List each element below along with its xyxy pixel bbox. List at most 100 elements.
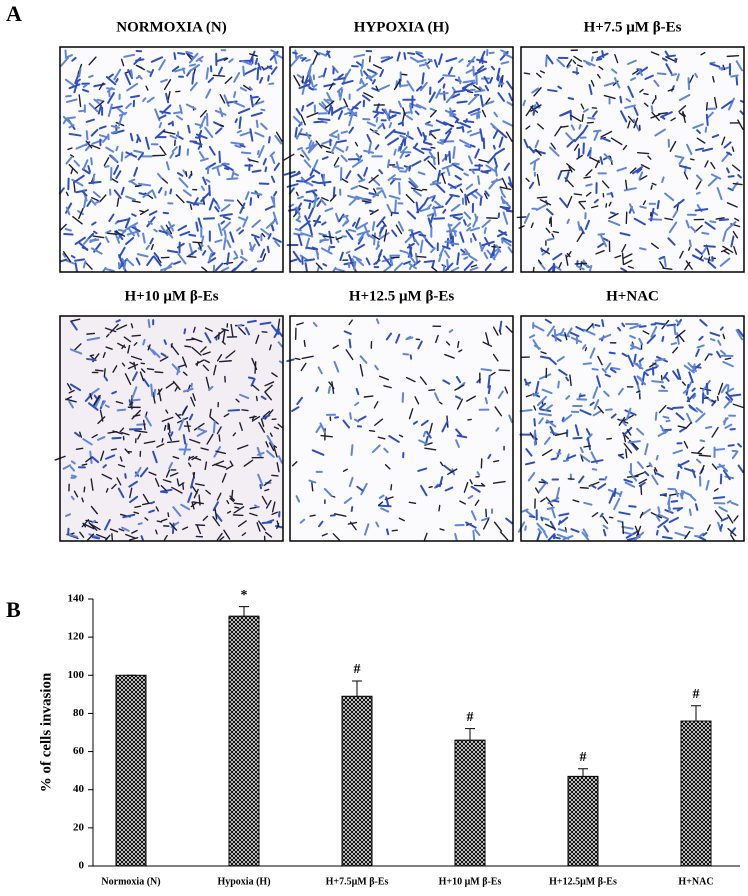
cell xyxy=(137,138,138,142)
cell xyxy=(370,431,375,432)
cell xyxy=(174,53,175,59)
cell xyxy=(610,353,615,354)
cell xyxy=(161,492,167,493)
cell xyxy=(438,152,439,164)
cell xyxy=(585,348,586,351)
cell xyxy=(87,131,88,139)
cell xyxy=(431,109,435,110)
error-bar xyxy=(691,706,701,721)
cell xyxy=(615,78,616,82)
cell xyxy=(392,115,395,116)
cell xyxy=(695,536,699,537)
cell xyxy=(190,65,195,66)
cell xyxy=(707,103,708,110)
cell xyxy=(249,165,250,170)
cell xyxy=(559,521,560,524)
cell xyxy=(634,355,635,364)
cell xyxy=(579,125,580,129)
cell xyxy=(174,112,180,113)
cell xyxy=(420,65,425,66)
cell xyxy=(197,362,198,366)
cell xyxy=(548,90,557,91)
cell xyxy=(640,248,646,249)
cell xyxy=(329,387,330,393)
cell xyxy=(485,228,486,233)
cell xyxy=(109,91,110,96)
cell xyxy=(696,209,708,210)
cell xyxy=(179,146,180,155)
cell xyxy=(438,142,443,143)
cell xyxy=(353,107,357,108)
x-tick-label: Hypoxia (H) xyxy=(217,876,270,887)
cell xyxy=(667,56,675,57)
cell xyxy=(452,231,456,232)
cell xyxy=(554,537,560,538)
cell xyxy=(243,67,244,76)
cell xyxy=(584,177,590,178)
cell xyxy=(699,455,710,456)
cell xyxy=(304,341,305,347)
cell xyxy=(411,355,412,358)
x-tick-label: H+10 μM β-Es xyxy=(439,876,502,887)
cell xyxy=(364,396,373,397)
cell xyxy=(656,413,657,420)
cell xyxy=(116,79,118,82)
cell xyxy=(667,325,675,326)
cell xyxy=(700,440,704,441)
cell xyxy=(352,259,354,262)
cell xyxy=(574,194,581,195)
cell xyxy=(296,128,297,137)
cell xyxy=(714,497,724,498)
cell xyxy=(306,263,307,271)
image-title: H+7.5 μM β-Es xyxy=(584,19,682,35)
cell xyxy=(242,410,248,411)
cell xyxy=(534,431,535,439)
cell xyxy=(539,482,545,483)
cell xyxy=(225,200,233,201)
cell xyxy=(234,92,235,97)
y-tick-label: 140 xyxy=(68,593,85,605)
cell xyxy=(602,51,603,57)
cell xyxy=(468,419,471,420)
image-title: H+12.5 μM β-Es xyxy=(349,288,455,304)
cell xyxy=(334,188,335,197)
cell xyxy=(309,203,310,208)
cell xyxy=(155,372,163,373)
cell xyxy=(599,234,605,235)
cell xyxy=(151,502,154,503)
cell xyxy=(406,155,409,156)
cell xyxy=(391,257,398,258)
cell xyxy=(106,405,109,407)
cell xyxy=(663,417,668,418)
cell xyxy=(728,501,731,503)
cell xyxy=(588,118,594,119)
cell xyxy=(387,529,388,534)
cell xyxy=(178,415,181,416)
cell xyxy=(185,346,191,347)
cell xyxy=(667,421,670,422)
cell xyxy=(75,259,84,260)
cell xyxy=(192,73,193,83)
cell xyxy=(433,181,436,182)
cell xyxy=(220,361,232,362)
cell xyxy=(303,76,304,82)
cell xyxy=(552,459,557,460)
cell xyxy=(561,170,571,171)
bar xyxy=(116,675,146,866)
cell xyxy=(590,266,591,270)
cell xyxy=(431,148,435,149)
cell xyxy=(530,516,535,517)
cell xyxy=(602,320,603,326)
cell xyxy=(694,364,695,370)
y-axis-label: % of cells invasion xyxy=(38,672,54,792)
cell xyxy=(93,537,99,538)
cell xyxy=(741,101,743,102)
cell xyxy=(154,230,157,232)
cell xyxy=(151,384,152,395)
cell xyxy=(410,266,411,269)
cell xyxy=(236,119,237,122)
cell xyxy=(710,221,715,222)
cell xyxy=(193,242,202,243)
cell xyxy=(189,235,195,236)
cell xyxy=(323,264,326,266)
